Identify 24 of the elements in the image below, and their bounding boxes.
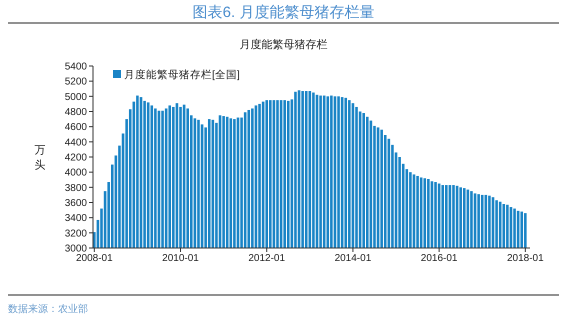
x-tick-label: 2018-01 [506, 253, 544, 264]
chart-subtitle: 月度能繁母猪存栏 [240, 38, 328, 51]
x-tick-label: 2016-01 [420, 253, 458, 264]
x-tick-label: 2014-01 [334, 253, 372, 264]
y-tick-label: 4000 [64, 168, 88, 179]
y-tick-label: 5200 [64, 76, 88, 88]
y-tick-label: 3000 [64, 244, 88, 254]
y-tick-label: 4800 [64, 107, 88, 118]
chart-title: 图表6. 月度能繁母猪存栏量 [192, 4, 374, 21]
y-tick-label: 5400 [64, 62, 88, 72]
y-tick-label: 4600 [64, 122, 88, 134]
y-tick-label: 5000 [64, 92, 88, 103]
source-note: 数据来源：农业部 [8, 303, 88, 315]
legend-label: 月度能繁母猪存栏[全国] [124, 68, 240, 81]
x-tick-label: 2008-01 [76, 253, 114, 264]
y-tick-label: 3600 [64, 198, 88, 209]
y-tick-label: 4200 [64, 152, 88, 164]
y-tick-label: 3800 [64, 182, 88, 194]
y-tick-label: 3400 [64, 213, 88, 224]
x-tick-label: 2012-01 [248, 253, 286, 264]
y-axis-title: 万头 [34, 144, 46, 172]
x-tick-label: 2010-01 [162, 253, 200, 264]
y-tick-label: 4400 [64, 137, 88, 148]
y-tick-label: 3200 [64, 228, 88, 240]
